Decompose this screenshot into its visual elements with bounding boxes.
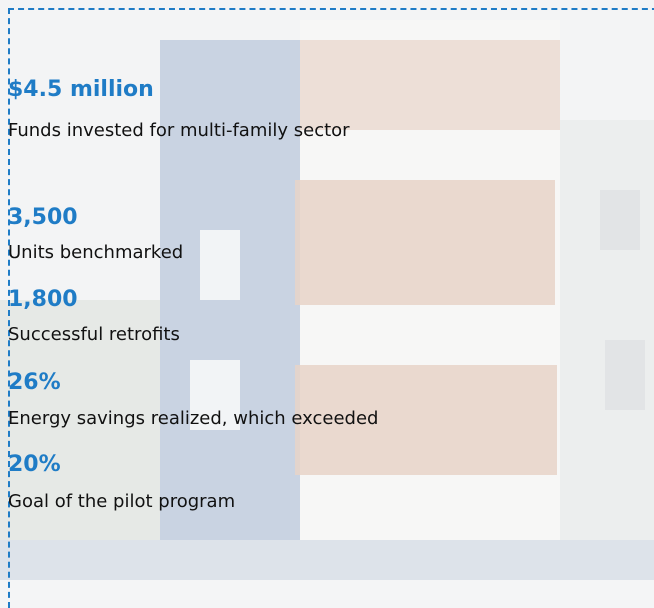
stat-label: Goal of the pilot program [8, 491, 236, 512]
middle-balcony [295, 180, 555, 305]
background-photo [0, 40, 654, 580]
page: $4.5 million Funds invested for multi-fam… [0, 8, 654, 608]
dashed-frame [8, 8, 654, 608]
stat-value: 3,500 [8, 205, 78, 230]
stat-value: 1,800 [8, 287, 78, 312]
stat-label: Units benchmarked [8, 242, 184, 263]
blue-siding [160, 40, 310, 580]
window [200, 230, 240, 300]
top-balcony [300, 40, 560, 130]
stat-label: Funds invested for multi-family sector [8, 120, 350, 141]
stat-value: $4.5 million [8, 77, 154, 102]
window [190, 360, 240, 430]
stat-label: Successful retrofits [8, 324, 180, 345]
stat-value: 26% [8, 370, 61, 395]
window [605, 340, 645, 410]
window [600, 190, 640, 250]
ground [0, 540, 654, 580]
tree [0, 300, 170, 580]
stat-label: Energy savings realized, which exceeded [8, 408, 379, 429]
stat-value: 20% [8, 452, 61, 477]
lower-balcony [295, 365, 557, 475]
